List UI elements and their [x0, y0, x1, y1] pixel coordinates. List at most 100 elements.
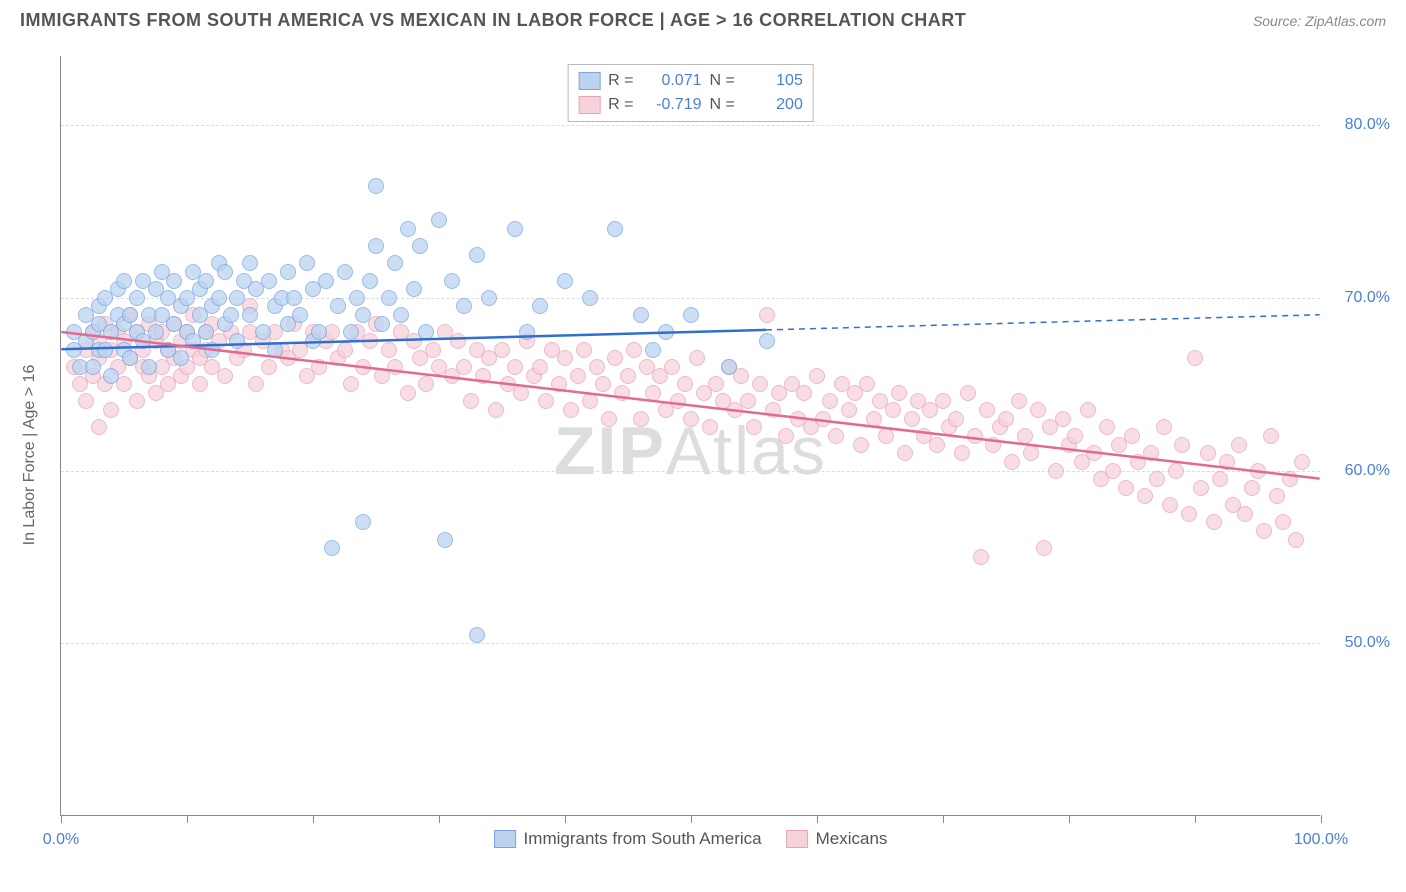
data-point: [960, 385, 976, 401]
stats-legend: R = 0.071 N = 105 R = -0.719 N = 200: [567, 64, 814, 122]
data-point: [444, 273, 460, 289]
data-point: [1256, 523, 1272, 539]
data-point: [311, 359, 327, 375]
data-point: [1294, 454, 1310, 470]
x-tick-label: 0.0%: [43, 831, 79, 849]
data-point: [91, 419, 107, 435]
data-point: [1174, 437, 1190, 453]
data-point: [494, 342, 510, 358]
data-point: [1181, 506, 1197, 522]
data-point: [1168, 463, 1184, 479]
n-value-pink: 200: [743, 93, 803, 117]
data-point: [355, 359, 371, 375]
data-point: [387, 255, 403, 271]
data-point: [475, 368, 491, 384]
data-point: [400, 385, 416, 401]
data-point: [173, 350, 189, 366]
data-point: [324, 540, 340, 556]
swatch-blue-icon: [494, 830, 516, 848]
legend-item-blue: Immigrants from South America: [494, 829, 762, 849]
data-point: [129, 393, 145, 409]
data-point: [1118, 480, 1134, 496]
r-value-blue: 0.071: [642, 69, 702, 93]
data-point: [217, 264, 233, 280]
data-point: [368, 178, 384, 194]
data-point: [1099, 419, 1115, 435]
data-point: [368, 238, 384, 254]
data-point: [1105, 463, 1121, 479]
data-point: [563, 402, 579, 418]
data-point: [633, 307, 649, 323]
data-point: [948, 411, 964, 427]
data-point: [1017, 428, 1033, 444]
data-point: [1137, 488, 1153, 504]
data-point: [1275, 514, 1291, 530]
data-point: [129, 290, 145, 306]
data-point: [198, 273, 214, 289]
data-point: [740, 393, 756, 409]
data-point: [166, 273, 182, 289]
data-point: [1206, 514, 1222, 530]
data-point: [217, 368, 233, 384]
data-point: [985, 437, 1001, 453]
data-point: [1237, 506, 1253, 522]
data-point: [1004, 454, 1020, 470]
n-value-blue: 105: [743, 69, 803, 93]
data-point: [658, 324, 674, 340]
data-point: [1080, 402, 1096, 418]
swatch-pink-icon: [786, 830, 808, 848]
data-point: [1269, 488, 1285, 504]
data-point: [1036, 540, 1052, 556]
x-tick-mark: [1069, 815, 1070, 823]
data-point: [645, 385, 661, 401]
data-point: [507, 221, 523, 237]
data-point: [1143, 445, 1159, 461]
data-point: [607, 350, 623, 366]
data-point: [192, 376, 208, 392]
data-point: [229, 290, 245, 306]
data-point: [582, 290, 598, 306]
data-point: [337, 264, 353, 280]
data-point: [1023, 445, 1039, 461]
data-point: [759, 333, 775, 349]
x-tick-mark: [439, 815, 440, 823]
data-point: [481, 290, 497, 306]
x-tick-label: 100.0%: [1294, 831, 1348, 849]
x-tick-mark: [817, 815, 818, 823]
data-point: [778, 428, 794, 444]
data-point: [292, 307, 308, 323]
data-point: [1048, 463, 1064, 479]
data-point: [1231, 437, 1247, 453]
data-point: [538, 393, 554, 409]
stats-row-blue: R = 0.071 N = 105: [578, 69, 803, 93]
data-point: [576, 342, 592, 358]
x-tick-mark: [61, 815, 62, 823]
data-point: [198, 324, 214, 340]
data-point: [412, 238, 428, 254]
data-point: [381, 342, 397, 358]
data-point: [267, 342, 283, 358]
data-point: [122, 307, 138, 323]
data-point: [362, 273, 378, 289]
n-label: N =: [710, 93, 735, 117]
data-point: [878, 428, 894, 444]
data-point: [759, 307, 775, 323]
data-point: [809, 368, 825, 384]
data-point: [261, 273, 277, 289]
legend-label-pink: Mexicans: [816, 829, 888, 849]
data-point: [387, 359, 403, 375]
data-point: [859, 376, 875, 392]
data-point: [532, 298, 548, 314]
data-point: [85, 359, 101, 375]
data-point: [374, 316, 390, 332]
data-point: [1011, 393, 1027, 409]
data-point: [1055, 411, 1071, 427]
data-point: [765, 402, 781, 418]
data-point: [1219, 454, 1235, 470]
chart-title: IMMIGRANTS FROM SOUTH AMERICA VS MEXICAN…: [20, 10, 966, 31]
data-point: [507, 359, 523, 375]
x-tick-mark: [1195, 815, 1196, 823]
data-point: [670, 393, 686, 409]
data-point: [626, 342, 642, 358]
r-value-pink: -0.719: [642, 93, 702, 117]
